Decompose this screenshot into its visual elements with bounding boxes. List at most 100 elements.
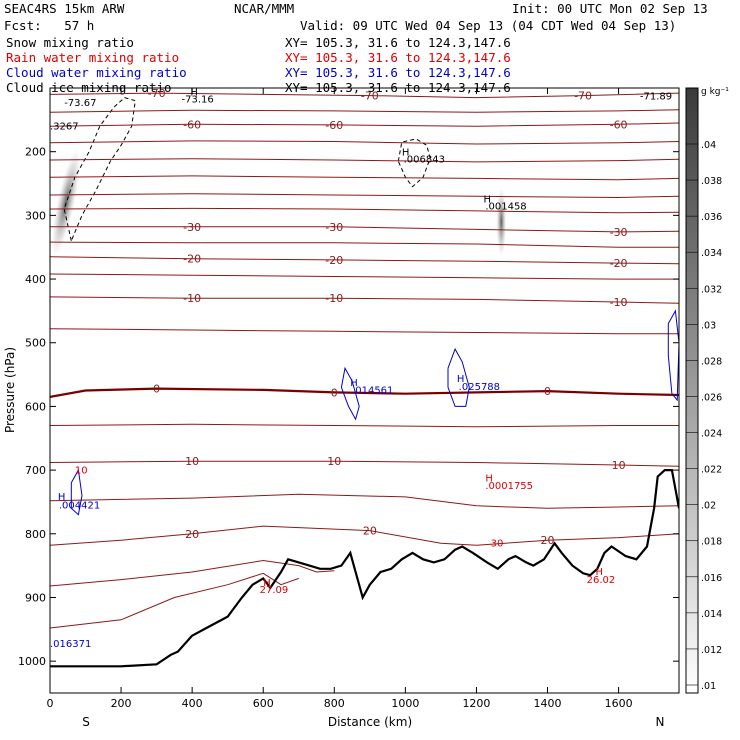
- y-tick-label: 900: [25, 591, 46, 604]
- x-axis-label: Distance (km): [328, 715, 412, 729]
- center-label: NCAR/MMM: [234, 1, 295, 16]
- temperature-contour: [50, 328, 679, 335]
- ice-shading: [496, 186, 507, 257]
- colorbar: [685, 87, 699, 694]
- colorbar-tick-label: .034: [701, 248, 722, 259]
- y-tick-label: 200: [25, 146, 46, 159]
- y-tick-label: 600: [25, 400, 46, 413]
- contour-label: 10: [612, 459, 626, 472]
- contour-label: 0: [153, 383, 160, 396]
- contour-label: 0: [331, 386, 338, 399]
- x-tick-label: 0: [47, 697, 54, 710]
- x-tick-label: 1200: [462, 697, 490, 710]
- temperature-contour: [50, 256, 679, 265]
- y-tick-label: 700: [25, 464, 46, 477]
- cloud-water-contour: [447, 347, 470, 407]
- cloud-water-field-name: Cloud water mixing ratio: [6, 65, 187, 80]
- colorbar-tick-label: .01: [701, 681, 716, 692]
- colorbar-tick-label: .014: [701, 609, 722, 620]
- colorbar-tick-label: .038: [701, 176, 722, 187]
- annotation: 10: [75, 465, 88, 476]
- annotation: .3267: [50, 121, 79, 132]
- ice-shading: [51, 148, 81, 257]
- contour-label: -20: [183, 253, 201, 266]
- colorbar-tick-label: .032: [701, 284, 722, 295]
- annotation: H: [402, 148, 410, 159]
- annotation: .006843: [404, 155, 445, 166]
- cloud-water-contour: [340, 366, 360, 421]
- annotation: 27.09: [260, 585, 289, 596]
- colorbar-tick-label: .016: [701, 573, 722, 584]
- x-tick-label: 1400: [534, 697, 562, 710]
- y-tick-label: 400: [25, 273, 46, 286]
- snow-contour: [397, 138, 431, 188]
- colorbar-tick-label: .018: [701, 537, 722, 548]
- annotation: -73.16: [181, 95, 213, 106]
- temperature-contour: [50, 140, 679, 145]
- annotation: H: [595, 567, 603, 578]
- temperature-contour: [50, 273, 679, 280]
- annotation: .004421: [59, 500, 100, 511]
- colorbar-tick-label: .028: [701, 356, 722, 367]
- contour-label: -60: [325, 119, 343, 132]
- annotation: -73.67: [64, 98, 96, 109]
- colorbar-tick-label: .03: [701, 320, 716, 331]
- temperature-contour: [50, 207, 679, 214]
- y-tick-label: 500: [25, 337, 46, 350]
- colorbar-tick-label: .012: [701, 645, 722, 656]
- temperature-contour: [50, 460, 679, 467]
- colorbar-tick-label: .036: [701, 212, 722, 223]
- colorbar-tick-label: .022: [701, 465, 722, 476]
- cloud-water-contour: [667, 309, 679, 402]
- contour-label: -60: [610, 118, 628, 131]
- colorbar-tick-label: .024: [701, 429, 722, 440]
- temperature-contour: [50, 193, 679, 199]
- contour-label: 20: [185, 528, 199, 541]
- temperature-contour: [50, 559, 335, 587]
- x-tick-label: 1600: [605, 697, 633, 710]
- temperature-contour: [50, 92, 679, 99]
- north-label: N: [656, 715, 665, 729]
- temperature-contour: [50, 241, 679, 248]
- snow-field-name: Snow mixing ratio: [6, 35, 134, 50]
- annotation: .016371: [50, 639, 91, 650]
- contour-label: -70: [361, 90, 379, 103]
- x-tick-label: 400: [182, 697, 203, 710]
- contour-label: -30: [610, 226, 628, 239]
- annotation: -71.89: [640, 91, 672, 102]
- temperature-contour: [50, 158, 679, 163]
- annotation: 30: [491, 539, 504, 550]
- annotation: H: [58, 492, 66, 503]
- plot-frame: [49, 87, 680, 694]
- annotation: H: [485, 474, 493, 485]
- terrain-line: [50, 469, 679, 668]
- annotation: .0001755: [485, 481, 533, 492]
- annotation: H: [263, 578, 271, 589]
- contour-label: -70: [574, 90, 592, 103]
- forecast-label: Fcst: 57 h: [4, 18, 95, 33]
- x-tick-label: 200: [111, 697, 132, 710]
- colorbar-tick-label: .026: [701, 392, 722, 403]
- init-label: Init: 00 UTC Mon 02 Sep 13: [512, 1, 708, 16]
- colorbar-unit: g kg⁻¹: [701, 87, 729, 97]
- contour-label: 20: [541, 534, 555, 547]
- contour-label: 10: [185, 455, 199, 468]
- x-tick-label: 600: [253, 697, 274, 710]
- annotation: H: [457, 374, 465, 385]
- contour-label: 0: [544, 385, 551, 398]
- y-tick-label: 1000: [18, 655, 46, 668]
- rain-field-name: Rain water mixing ratio: [6, 50, 180, 65]
- contour-label: -10: [325, 292, 343, 305]
- contour-label: -30: [325, 221, 343, 234]
- contour-label: -10: [610, 296, 628, 309]
- temperature-contour: [50, 175, 679, 181]
- south-label: S: [82, 715, 90, 729]
- contour-label: -20: [610, 257, 628, 270]
- cloud-water-field-xy: XY= 105.3, 31.6 to 124.3,147.6: [285, 65, 511, 80]
- temperature-contour: [50, 572, 299, 629]
- temperature-contour: [50, 493, 679, 509]
- annotation: .001458: [485, 202, 526, 213]
- temperature-contour: [50, 387, 679, 398]
- annotation: H: [190, 88, 198, 99]
- colorbar-tick-label: .02: [701, 501, 716, 512]
